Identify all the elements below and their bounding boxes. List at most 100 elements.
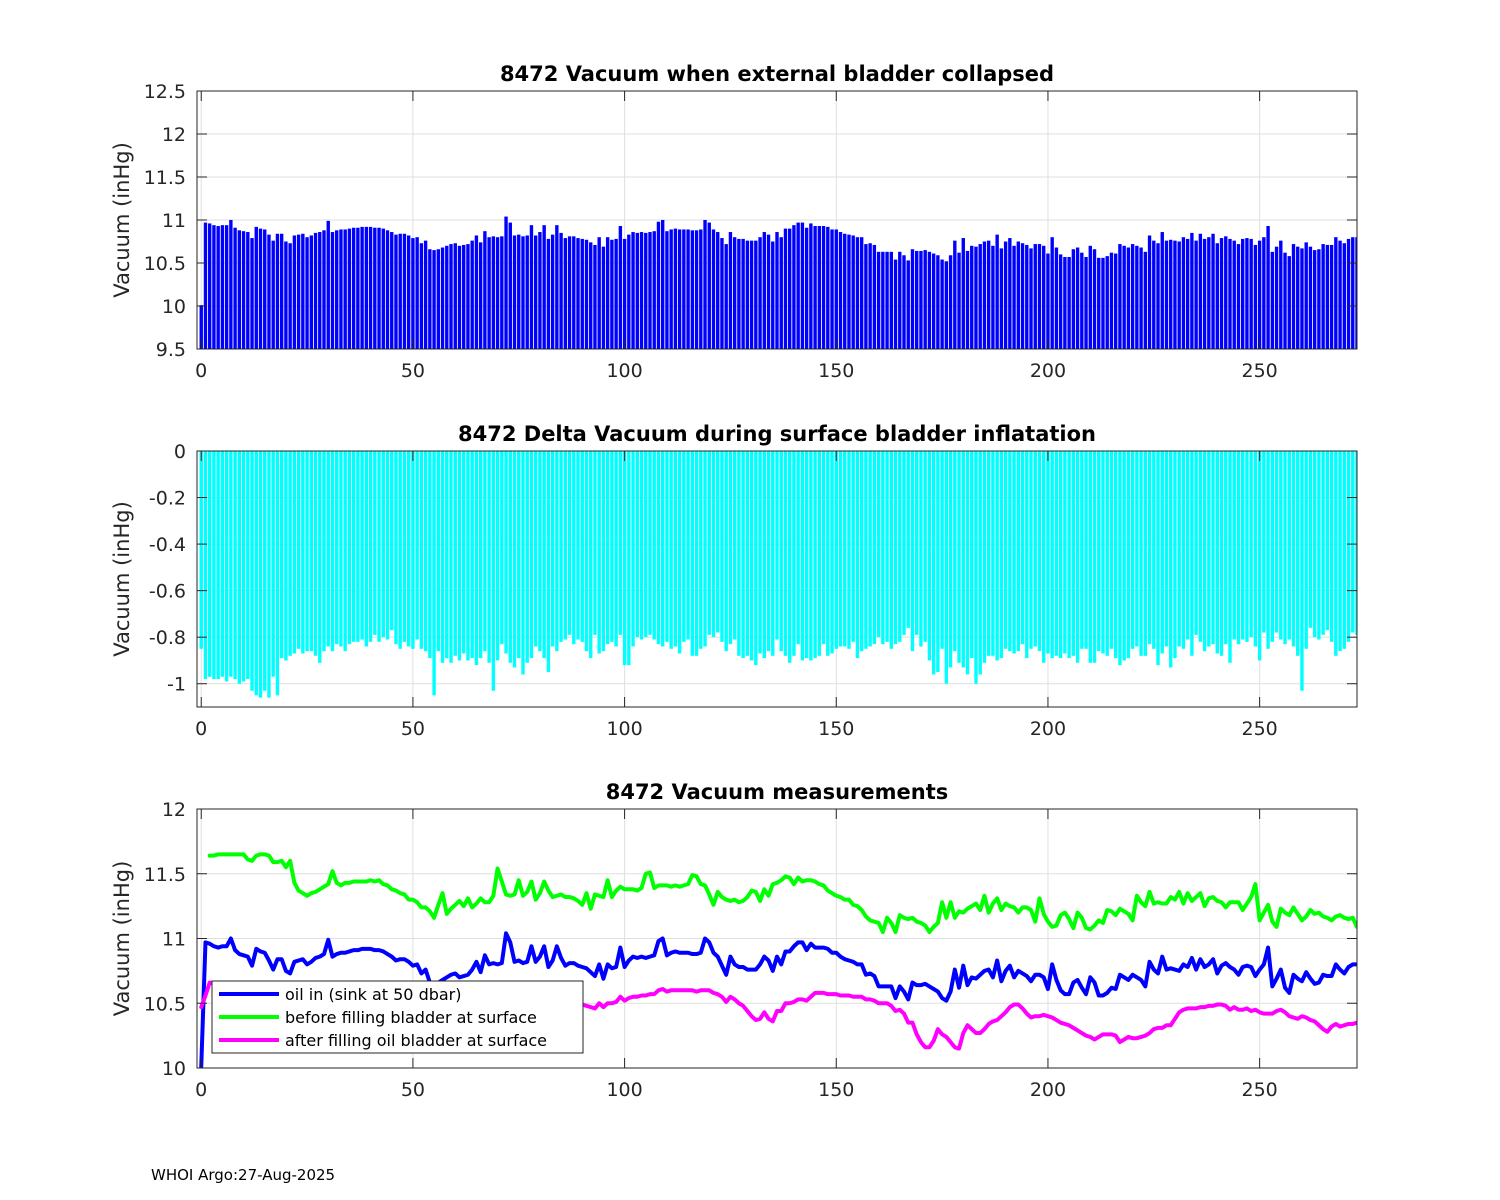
bar	[1329, 451, 1334, 642]
bar	[627, 234, 631, 349]
y-tick-label: 10.5	[144, 993, 186, 1015]
bar	[385, 230, 390, 349]
x-tick-label: 0	[195, 360, 207, 382]
bar	[631, 232, 635, 349]
bar	[288, 243, 292, 349]
bar	[555, 451, 559, 652]
bar	[788, 228, 792, 349]
bar	[910, 249, 915, 349]
bar	[517, 234, 521, 349]
bar	[1194, 451, 1198, 635]
bar	[898, 251, 902, 349]
bar	[1249, 238, 1253, 349]
bar	[453, 451, 457, 656]
chart-title: 8472 Vacuum when external bladder collap…	[500, 62, 1054, 86]
bar	[224, 451, 229, 682]
bar	[940, 451, 944, 649]
bar	[1152, 451, 1156, 649]
bar	[457, 245, 462, 349]
bar	[347, 451, 352, 645]
bar	[1181, 451, 1186, 649]
bar	[948, 255, 953, 349]
bar	[1088, 451, 1092, 663]
bar	[970, 245, 974, 349]
bar	[919, 250, 923, 349]
bar	[661, 451, 665, 647]
bar	[411, 238, 415, 349]
bar	[356, 451, 360, 642]
bar	[614, 238, 618, 349]
bar	[1402, 451, 1405, 614]
bar	[800, 222, 805, 349]
bar	[563, 238, 568, 349]
bar	[258, 228, 263, 349]
bar	[1101, 257, 1105, 349]
bar	[605, 237, 610, 349]
bar	[872, 451, 877, 645]
bar	[1312, 250, 1317, 349]
bar	[618, 226, 623, 349]
bar	[445, 245, 449, 349]
bar	[1050, 237, 1054, 349]
bar	[1393, 451, 1396, 616]
bar	[1075, 451, 1080, 663]
bar	[203, 222, 208, 349]
bar	[1232, 240, 1236, 349]
bar	[576, 451, 580, 640]
bar	[1198, 451, 1203, 642]
bar	[584, 451, 589, 652]
bar	[974, 246, 978, 349]
bar	[373, 227, 377, 349]
bar	[432, 250, 436, 349]
bar	[258, 451, 263, 698]
bar	[754, 240, 758, 349]
bar	[597, 237, 601, 349]
x-tick-label: 200	[1030, 718, 1066, 740]
bar	[1351, 237, 1355, 349]
bar	[1054, 247, 1059, 349]
bar	[356, 227, 360, 349]
bar	[940, 259, 944, 349]
bar	[796, 451, 800, 645]
bar	[1173, 240, 1177, 349]
bar	[682, 229, 686, 349]
bar	[1164, 240, 1169, 349]
y-tick-label: 11.5	[144, 864, 186, 886]
bar	[546, 451, 551, 673]
bar	[555, 225, 559, 349]
bar	[788, 451, 792, 663]
bar	[1211, 451, 1215, 645]
bar	[305, 237, 309, 349]
bar	[1194, 240, 1198, 349]
bar	[550, 451, 555, 647]
bar	[601, 246, 606, 349]
bar	[466, 244, 470, 349]
chart-title: 8472 Vacuum measurements	[606, 780, 949, 804]
bar	[656, 451, 661, 645]
bar	[864, 451, 868, 649]
bar	[1287, 256, 1291, 349]
bar	[567, 236, 572, 349]
bar	[335, 230, 339, 349]
bar	[923, 451, 927, 642]
bar	[1092, 249, 1097, 349]
bar	[1003, 451, 1008, 649]
bar	[677, 229, 682, 349]
bar	[347, 228, 352, 349]
bar	[682, 451, 686, 642]
bar	[779, 451, 783, 652]
bar	[267, 451, 271, 698]
bar	[229, 220, 233, 349]
bar	[720, 238, 724, 349]
bar	[1351, 451, 1355, 633]
bar	[237, 230, 242, 349]
bar	[851, 451, 855, 642]
x-tick-label: 0	[195, 718, 207, 740]
bar	[419, 451, 424, 649]
bar	[318, 451, 322, 663]
bar	[1071, 451, 1076, 656]
bar	[1381, 451, 1384, 626]
bar	[965, 451, 970, 675]
bar	[635, 451, 639, 638]
